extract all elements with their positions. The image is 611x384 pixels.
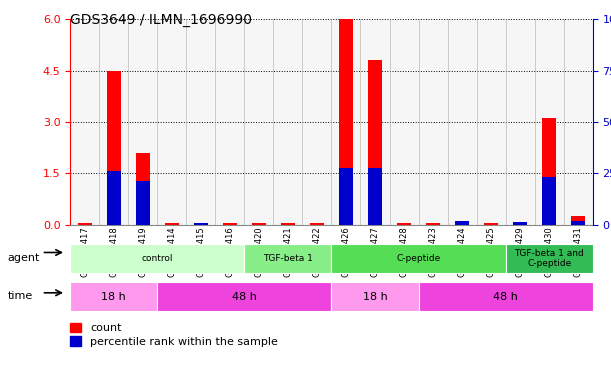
FancyBboxPatch shape [331, 243, 506, 273]
Text: TGF-beta 1 and
C-peptide: TGF-beta 1 and C-peptide [514, 248, 584, 268]
Bar [426, 223, 441, 225]
Bar [78, 223, 92, 225]
Bar [252, 223, 266, 225]
FancyBboxPatch shape [331, 282, 419, 311]
FancyBboxPatch shape [158, 282, 331, 311]
FancyBboxPatch shape [244, 243, 331, 273]
Bar [571, 216, 585, 225]
FancyBboxPatch shape [419, 282, 593, 311]
Text: control: control [142, 254, 173, 263]
Bar [390, 19, 419, 225]
Bar [302, 19, 331, 225]
Bar [360, 19, 390, 225]
Bar [506, 19, 535, 225]
FancyBboxPatch shape [506, 243, 593, 273]
Bar [136, 153, 150, 225]
Bar [164, 223, 179, 225]
Text: 18 h: 18 h [362, 291, 387, 302]
Bar [222, 223, 237, 225]
Bar [447, 19, 477, 225]
Text: 48 h: 48 h [493, 291, 518, 302]
Text: agent: agent [7, 253, 40, 263]
Text: 48 h: 48 h [232, 291, 257, 302]
Bar [513, 222, 527, 225]
Bar [542, 177, 557, 225]
Bar [194, 223, 208, 225]
Bar [100, 19, 128, 225]
Legend: count, percentile rank within the sample: count, percentile rank within the sample [70, 323, 278, 347]
Bar [484, 223, 499, 225]
Bar [274, 19, 302, 225]
Bar [542, 119, 557, 225]
Bar [513, 223, 527, 225]
Bar [535, 19, 564, 225]
FancyBboxPatch shape [70, 282, 158, 311]
Bar [477, 19, 506, 225]
Bar [280, 223, 295, 225]
Bar [106, 71, 121, 225]
Bar [158, 19, 186, 225]
Text: time: time [7, 291, 32, 301]
Bar [564, 19, 593, 225]
Bar [338, 19, 353, 225]
Bar [455, 220, 469, 225]
Bar [244, 19, 273, 225]
Text: 18 h: 18 h [101, 291, 126, 302]
Bar [106, 171, 121, 225]
Bar [368, 168, 382, 225]
Bar [331, 19, 360, 225]
Bar [70, 19, 99, 225]
Bar [216, 19, 244, 225]
Bar [310, 223, 324, 225]
Text: C-peptide: C-peptide [397, 254, 441, 263]
Bar [397, 223, 411, 225]
Bar [419, 19, 447, 225]
Bar [455, 221, 469, 225]
Text: GDS3649 / ILMN_1696990: GDS3649 / ILMN_1696990 [70, 13, 252, 27]
Bar [128, 19, 158, 225]
Bar [338, 168, 353, 225]
FancyBboxPatch shape [70, 243, 244, 273]
Text: TGF-beta 1: TGF-beta 1 [263, 254, 313, 263]
Bar [194, 223, 208, 225]
Bar [368, 60, 382, 225]
Bar [136, 182, 150, 225]
Bar [571, 221, 585, 225]
Bar [186, 19, 216, 225]
